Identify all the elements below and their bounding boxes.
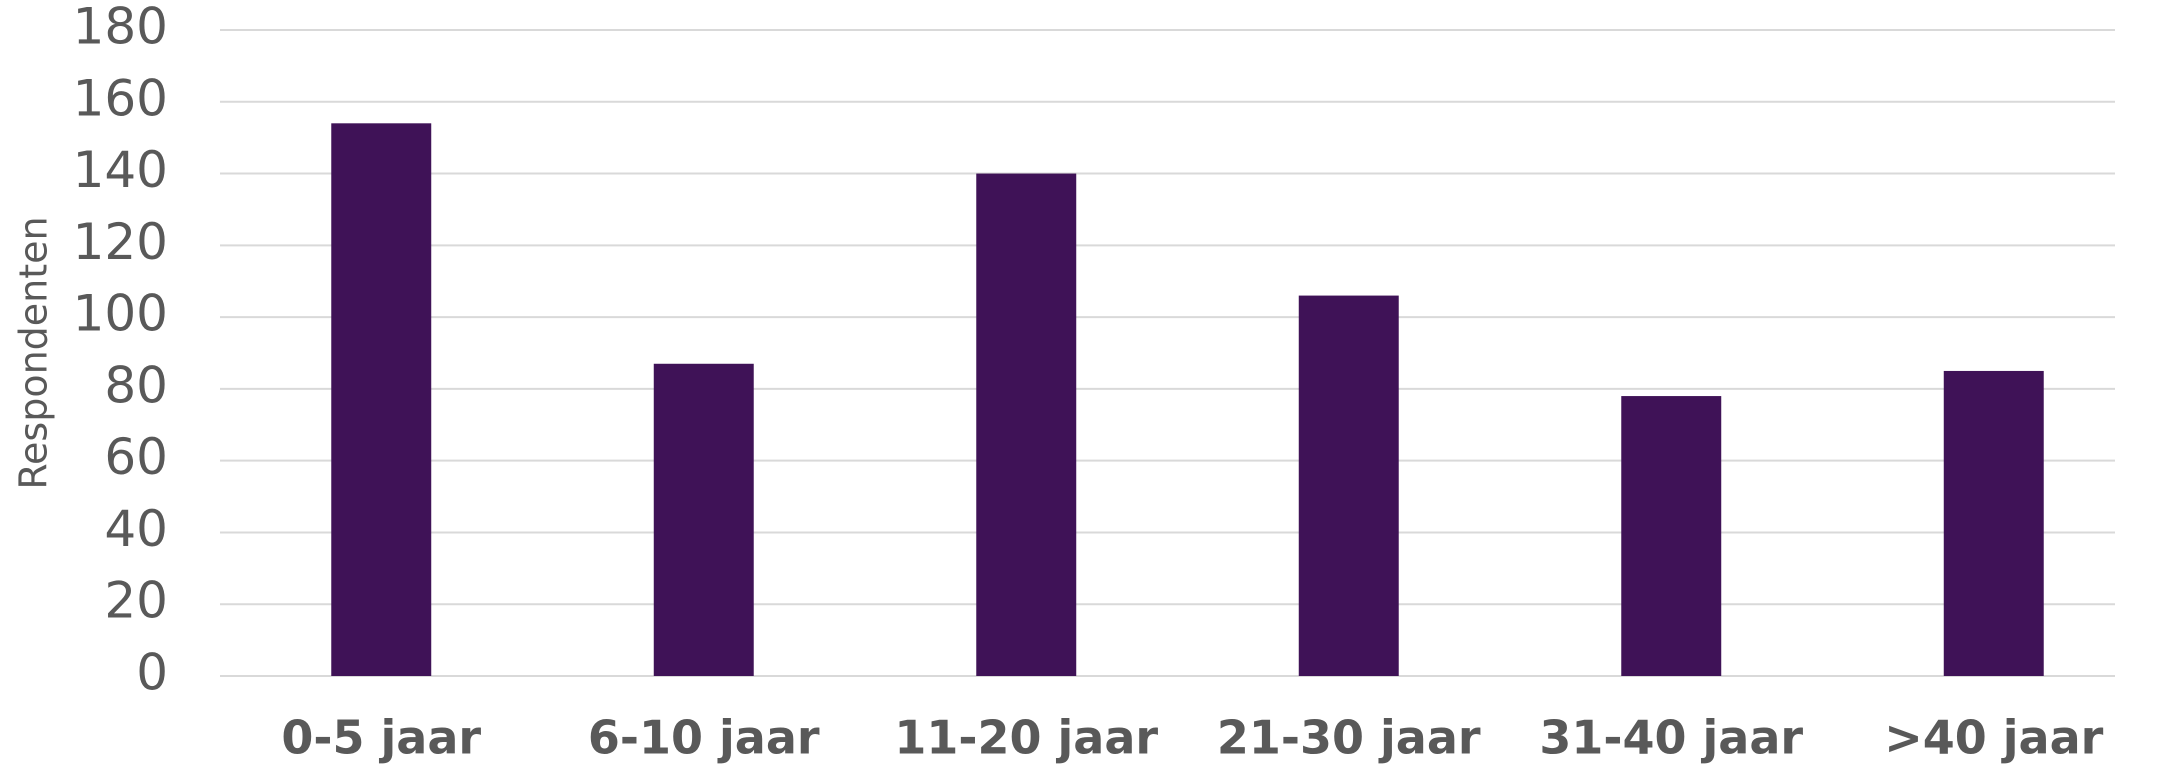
y-tick-label: 180 [73,0,168,56]
x-tick-label: 21-30 jaar [1217,711,1481,765]
x-tick-label: >40 jaar [1884,711,2103,765]
y-tick-label: 120 [73,213,168,271]
bar [976,173,1077,677]
y-tick-label: 160 [73,69,168,127]
x-tick-label: 11-20 jaar [894,711,1158,765]
y-tick-label: 100 [73,285,168,343]
x-tick-label: 31-40 jaar [1539,711,1803,765]
y-tick-label: 0 [136,644,168,702]
y-tick-label: 20 [104,572,168,630]
bar [653,363,754,676]
x-tick-label: 6-10 jaar [588,711,820,765]
y-tick-label: 60 [104,428,168,486]
bar [1943,370,2044,676]
bar [1298,295,1399,676]
y-axis-title: Respondenten [12,216,56,489]
x-tick-label: 0-5 jaar [281,711,481,765]
y-tick-label: 140 [73,141,168,199]
bar [1621,396,1722,676]
bar [331,123,432,677]
y-tick-label: 80 [104,356,168,414]
y-tick-label: 40 [104,500,168,558]
